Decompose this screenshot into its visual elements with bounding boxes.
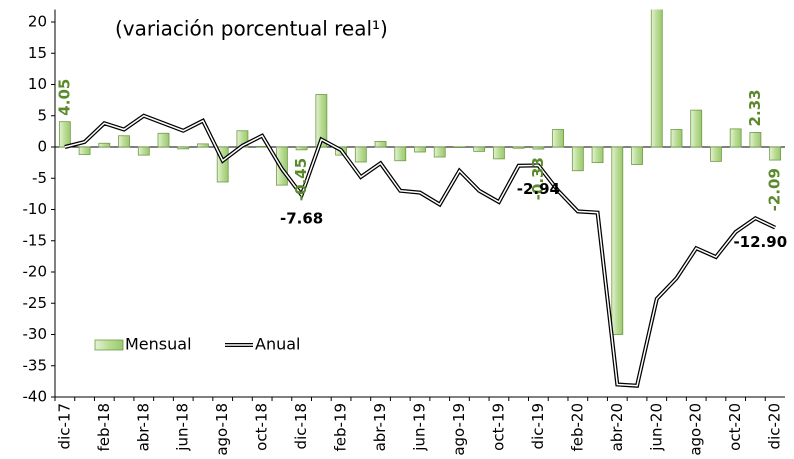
bar: [197, 143, 209, 148]
x-tick-label: ago-20: [687, 403, 705, 456]
line-value-label: -7.68: [280, 210, 323, 228]
x-tick-label: dic-17: [55, 403, 73, 449]
x-tick-label: dic-18: [292, 403, 310, 449]
bar: [137, 146, 150, 156]
x-tick-label: jun-20: [647, 403, 665, 452]
x-tick-label: oct-20: [726, 403, 744, 451]
bar: [98, 142, 111, 148]
bar: [591, 146, 604, 164]
y-tick-label: -30: [23, 325, 48, 343]
y-tick-label: -35: [23, 356, 48, 374]
line-value-label: -12.90: [733, 233, 787, 251]
y-tick-label: -10: [23, 200, 48, 218]
y-tick-label: -5: [32, 169, 47, 187]
bar: [571, 146, 584, 172]
x-tick-label: abr-20: [608, 403, 626, 451]
bar: [473, 146, 486, 152]
bar: [670, 129, 683, 148]
plot-area: [58, 9, 782, 388]
bar: [532, 146, 545, 150]
bar: [256, 145, 269, 148]
x-tick-label: ago-18: [213, 403, 231, 456]
bar: [512, 146, 525, 149]
bar: [216, 146, 229, 183]
bar: [157, 132, 170, 148]
bar: [433, 146, 446, 158]
bar: [118, 135, 130, 148]
x-tick-label: dic-20: [766, 403, 784, 449]
x-tick-label: jun-19: [411, 403, 429, 452]
x-tick-label: feb-19: [332, 403, 350, 452]
x-tick-label: abr-18: [134, 403, 152, 451]
y-tick-label: -40: [23, 388, 48, 406]
bar: [493, 146, 505, 160]
bar: [394, 146, 407, 162]
x-tick-label: oct-18: [253, 403, 271, 451]
bar: [769, 146, 782, 161]
bar: [729, 128, 742, 148]
y-tick-label: -20: [23, 263, 48, 281]
bar: [58, 121, 71, 148]
bar: [710, 146, 722, 162]
y-tick-label: 10: [28, 75, 47, 93]
x-tick-label: ago-19: [450, 403, 468, 456]
bar: [354, 146, 367, 163]
bar: [78, 146, 91, 155]
chart-title: (variación porcentual real¹): [115, 17, 388, 41]
bar-value-label: -2.09: [766, 168, 784, 211]
y-tick-label: -25: [23, 294, 48, 312]
x-tick-label: abr-19: [371, 403, 389, 451]
x-tick-label: feb-20: [568, 403, 586, 452]
bar: [650, 9, 663, 148]
x-tick-label: dic-19: [529, 403, 547, 449]
bar-value-label: 2.33: [746, 89, 764, 126]
bar: [749, 132, 762, 148]
y-tick-label: 20: [28, 13, 47, 31]
x-tick-label: oct-19: [489, 403, 507, 451]
bar: [295, 146, 308, 151]
bar: [177, 146, 190, 150]
line: [64, 114, 776, 387]
bar-value-label: 4.05: [55, 79, 73, 116]
x-tick-label: jun-18: [174, 403, 192, 452]
bar: [552, 129, 565, 148]
bar-value-label: -0.33: [529, 157, 547, 200]
y-tick-label: 5: [37, 106, 47, 124]
bar: [315, 94, 328, 148]
bar: [631, 146, 643, 165]
legend-label: Anual: [255, 335, 300, 354]
bar-value-label: -0.45: [292, 158, 310, 201]
bar: [453, 146, 466, 149]
legend-label: Mensual: [125, 335, 192, 354]
y-tick-label: 15: [28, 44, 47, 62]
y-tick-label: 0: [37, 138, 47, 156]
y-tick-label: -15: [23, 231, 48, 249]
bar: [611, 146, 624, 335]
bar: [374, 140, 387, 148]
line-value-label: -2.94: [517, 180, 560, 198]
bar: [690, 109, 703, 148]
x-tick-label: feb-18: [95, 403, 113, 452]
legend-swatch: [94, 339, 124, 351]
bar: [414, 146, 426, 153]
